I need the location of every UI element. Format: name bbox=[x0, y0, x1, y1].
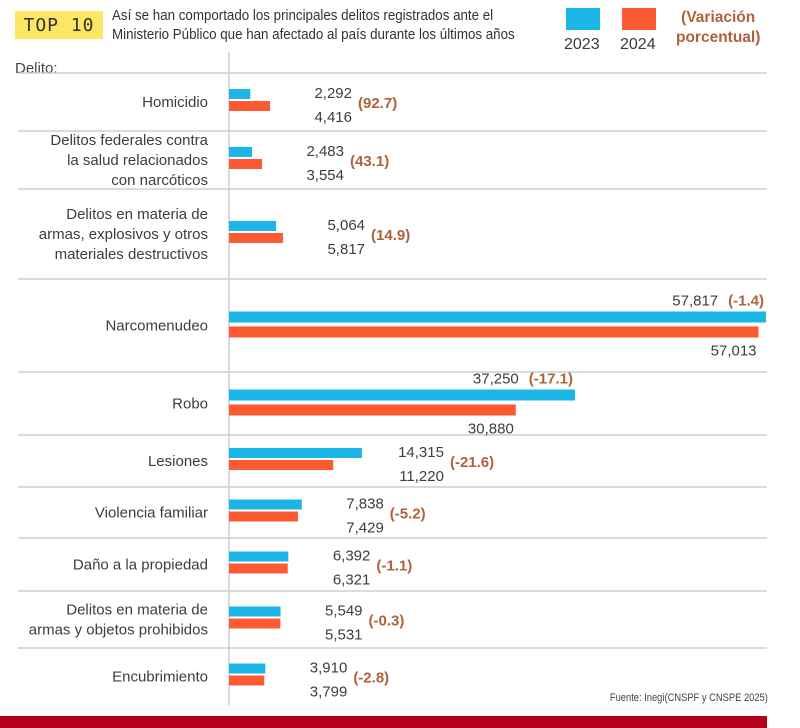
bar-2024 bbox=[229, 460, 334, 470]
value-label-2024: 30,880 bbox=[468, 421, 514, 438]
category-label: Encubrimiento bbox=[112, 669, 208, 686]
value-label-2023: 6,392 bbox=[333, 548, 371, 565]
variation-label: (-17.1) bbox=[529, 371, 573, 388]
variation-label: (-2.8) bbox=[353, 670, 389, 687]
value-label-2024: 11,220 bbox=[399, 468, 444, 485]
top10-badge: TOP 10 bbox=[15, 11, 103, 39]
bar-2024 bbox=[229, 511, 298, 522]
category-label: armas, explosivos y otros bbox=[39, 226, 208, 243]
legend-variation-line-1: (Variación bbox=[681, 9, 756, 26]
bar-2024 bbox=[229, 404, 516, 416]
category-label: Lesiones bbox=[148, 453, 208, 470]
value-label-2023: 5,549 bbox=[325, 603, 363, 620]
value-label-2023: 2,292 bbox=[314, 85, 352, 102]
category-label: Delitos en materia de bbox=[66, 206, 208, 223]
value-label-2023: 2,483 bbox=[306, 143, 344, 160]
variation-label: (14.9) bbox=[371, 227, 410, 244]
footer-bar bbox=[0, 716, 767, 728]
legend-variation-line-2: porcentual) bbox=[676, 29, 761, 46]
bar-2023 bbox=[229, 389, 575, 401]
value-label-2023: 37,250 bbox=[473, 371, 519, 388]
bar-2023 bbox=[229, 147, 253, 157]
bar-2024 bbox=[229, 563, 288, 574]
category-label: materiales destructivos bbox=[55, 246, 208, 263]
category-label: armas y objetos prohibidos bbox=[29, 622, 208, 639]
source-note: Fuente: Inegi(CNSPF y CNSPE 2025) bbox=[610, 692, 768, 704]
legend-swatch-2024 bbox=[622, 8, 656, 30]
category-label: Delitos federales contra bbox=[50, 132, 208, 149]
chart-subtitle: Así se han comportado los principales de… bbox=[112, 7, 517, 45]
category-label: Violencia familiar bbox=[95, 505, 208, 522]
bar-2023 bbox=[229, 551, 289, 562]
variation-label: (-21.6) bbox=[450, 454, 494, 471]
category-label: la salud relacionados bbox=[67, 152, 208, 169]
value-label-2024: 6,321 bbox=[333, 572, 371, 589]
category-label: Robo bbox=[172, 396, 208, 413]
category-label: Daño a la propiedad bbox=[73, 557, 208, 574]
bar-2024 bbox=[229, 159, 263, 169]
bar-2024 bbox=[229, 326, 759, 338]
variation-label: (92.7) bbox=[358, 95, 397, 112]
bar-2024 bbox=[229, 101, 271, 111]
legend-variation: (Variación porcentual) bbox=[676, 8, 760, 48]
value-label-2024: 3,554 bbox=[306, 167, 344, 184]
legend-swatch-2023 bbox=[566, 8, 600, 30]
value-label-2023: 5,064 bbox=[327, 217, 365, 234]
variation-label: (-5.2) bbox=[390, 506, 426, 523]
variation-label: (-1.1) bbox=[376, 558, 412, 575]
value-label-2024: 5,817 bbox=[327, 241, 365, 258]
bar-2023 bbox=[229, 221, 277, 231]
category-label: Homicidio bbox=[142, 94, 208, 111]
variation-label: (43.1) bbox=[350, 153, 389, 170]
value-label-2024: 3,799 bbox=[310, 684, 348, 701]
legend-label-2023: 2023 bbox=[564, 36, 600, 53]
bar-2023 bbox=[229, 663, 266, 674]
bar-2023 bbox=[229, 606, 281, 617]
legend-label-2024: 2024 bbox=[620, 36, 656, 53]
variation-label: (-0.3) bbox=[369, 613, 405, 630]
value-label-2024: 4,416 bbox=[314, 109, 352, 126]
value-label-2024: 5,531 bbox=[325, 627, 363, 644]
bar-2023 bbox=[229, 89, 251, 99]
category-label: con narcóticos bbox=[111, 172, 208, 189]
subtitle-line-1: Así se han comportado los principales de… bbox=[112, 8, 494, 24]
category-label: Narcomenudeo bbox=[105, 318, 208, 335]
variation-label: (-1.4) bbox=[728, 293, 764, 310]
value-label-2024: 7,429 bbox=[346, 520, 384, 537]
bar-2023 bbox=[229, 311, 766, 323]
subtitle-line-2: Ministerio Público que han afectado al p… bbox=[112, 27, 515, 43]
value-label-2024: 57,013 bbox=[711, 343, 757, 360]
bar-2024 bbox=[229, 675, 265, 686]
value-label-2023: 14,315 bbox=[398, 444, 444, 461]
value-label-2023: 3,910 bbox=[310, 660, 348, 677]
bar-2024 bbox=[229, 618, 281, 629]
value-label-2023: 7,838 bbox=[346, 496, 384, 513]
bar-2023 bbox=[229, 448, 362, 458]
value-label-2023: 57,817 bbox=[672, 293, 718, 310]
category-label: Delitos en materia de bbox=[66, 602, 208, 619]
bar-2024 bbox=[229, 233, 284, 243]
bar-2023 bbox=[229, 499, 302, 510]
